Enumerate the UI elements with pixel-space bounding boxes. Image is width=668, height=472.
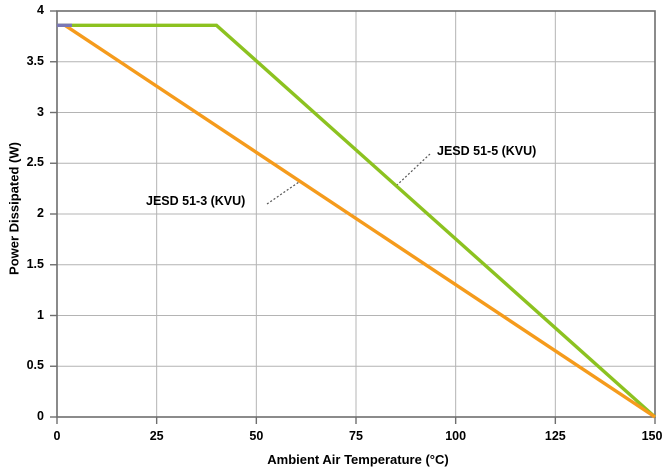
ytick-label-3: 3 <box>37 104 44 119</box>
xtick-label-25: 25 <box>149 429 164 443</box>
x-axis-ticks <box>56 417 656 424</box>
ytick-label-0.5: 0.5 <box>26 358 44 373</box>
series-annotation-jesd-51-3: JESD 51-3 (KVU) <box>146 194 246 208</box>
x-axis-title: Ambient Air Temperature (°C) <box>267 452 449 467</box>
ytick-label-1: 1 <box>37 307 44 322</box>
leader-line-jesd-51-3 <box>266 181 300 205</box>
xtick-label-150: 150 <box>641 429 663 443</box>
y-axis-title: Power Dissipated (W) <box>6 142 22 275</box>
xtick-label-75: 75 <box>349 429 363 443</box>
series-line-jesd-51-5 <box>57 23 657 419</box>
y-axis-ticks <box>50 10 57 418</box>
xtick-label-50: 50 <box>249 429 264 443</box>
ytick-label-3.5: 3.5 <box>26 53 44 68</box>
xtick-label-0: 0 <box>53 429 61 443</box>
ytick-label-2.5: 2.5 <box>26 155 44 170</box>
ytick-label-2: 2 <box>37 206 44 220</box>
ytick-label-0: 0 <box>37 409 44 423</box>
xtick-label-125: 125 <box>544 429 566 443</box>
ytick-label-1.5: 1.5 <box>26 256 44 271</box>
leader-line-jesd-51-5 <box>396 153 431 186</box>
ytick-label-4: 4 <box>37 3 44 17</box>
series-line-jesd-51-3 <box>64 23 656 419</box>
series-annotation-jesd-51-5: JESD 51-5 (KVU) <box>437 144 537 158</box>
xtick-label-100: 100 <box>445 429 467 443</box>
